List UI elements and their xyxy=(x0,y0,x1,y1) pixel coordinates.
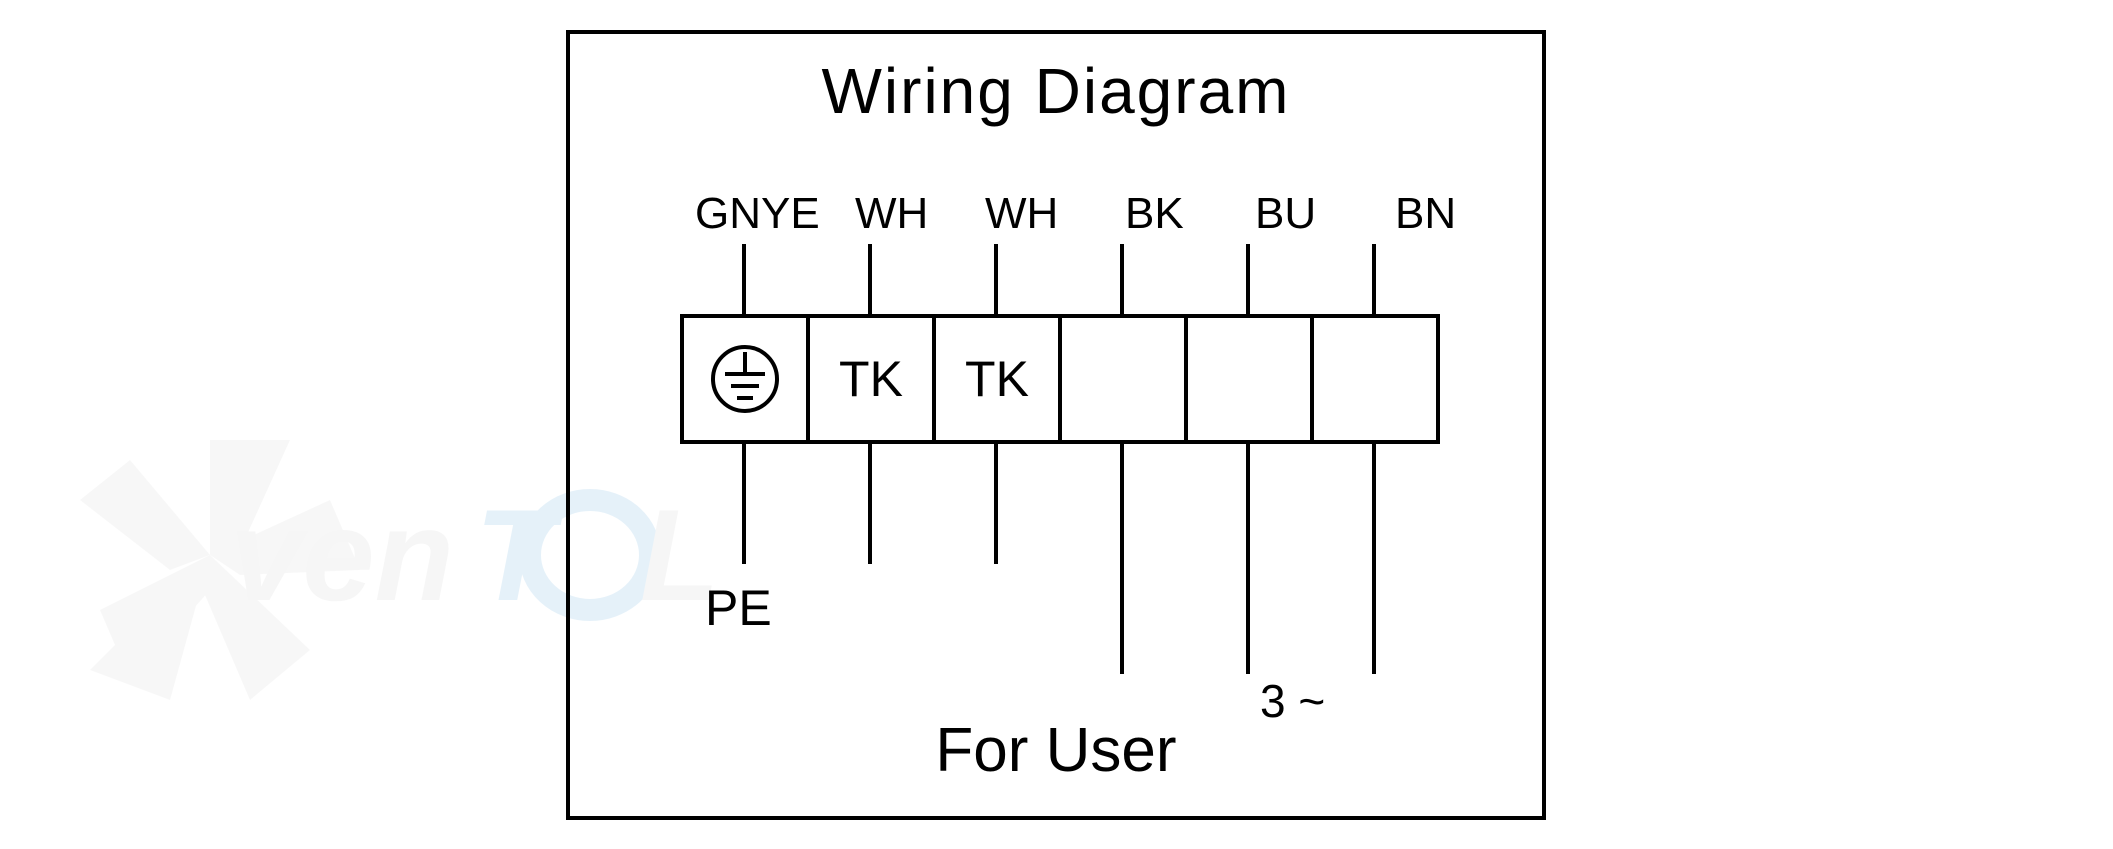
wire-label-wh-2: WH xyxy=(985,189,1058,239)
wire-bottom-6 xyxy=(1372,444,1376,674)
pe-label: PE xyxy=(705,579,772,637)
terminal-cell-4 xyxy=(1058,314,1188,444)
svg-text:ven: ven xyxy=(230,482,454,628)
wire-label-wh-1: WH xyxy=(855,189,928,239)
wire-top-1 xyxy=(742,244,746,314)
wire-bottom-4 xyxy=(1120,444,1124,674)
terminal-cell-tk-2: TK xyxy=(932,314,1062,444)
wire-bottom-5 xyxy=(1246,444,1250,674)
terminal-block: TK TK xyxy=(680,314,1440,444)
wire-bottom-3 xyxy=(994,444,998,564)
wire-top-4 xyxy=(1120,244,1124,314)
wire-top-5 xyxy=(1246,244,1250,314)
for-user-label: For User xyxy=(570,715,1542,786)
terminal-cell-pe xyxy=(680,314,810,444)
terminal-cell-tk-1: TK xyxy=(806,314,936,444)
wire-bottom-2 xyxy=(868,444,872,564)
wiring-diagram-frame: Wiring Diagram GNYE WH WH BK BU BN TK TK xyxy=(566,30,1546,820)
wire-label-bk: BK xyxy=(1125,189,1184,239)
terminal-cell-5 xyxy=(1184,314,1314,444)
wire-top-6 xyxy=(1372,244,1376,314)
wire-top-2 xyxy=(868,244,872,314)
wire-top-3 xyxy=(994,244,998,314)
diagram-title: Wiring Diagram xyxy=(570,54,1542,128)
wire-label-gnye: GNYE xyxy=(695,189,820,239)
terminal-cell-6 xyxy=(1310,314,1440,444)
ground-icon xyxy=(710,344,780,414)
wire-label-bn: BN xyxy=(1395,189,1456,239)
wire-label-bu: BU xyxy=(1255,189,1316,239)
wire-bottom-1 xyxy=(742,444,746,564)
